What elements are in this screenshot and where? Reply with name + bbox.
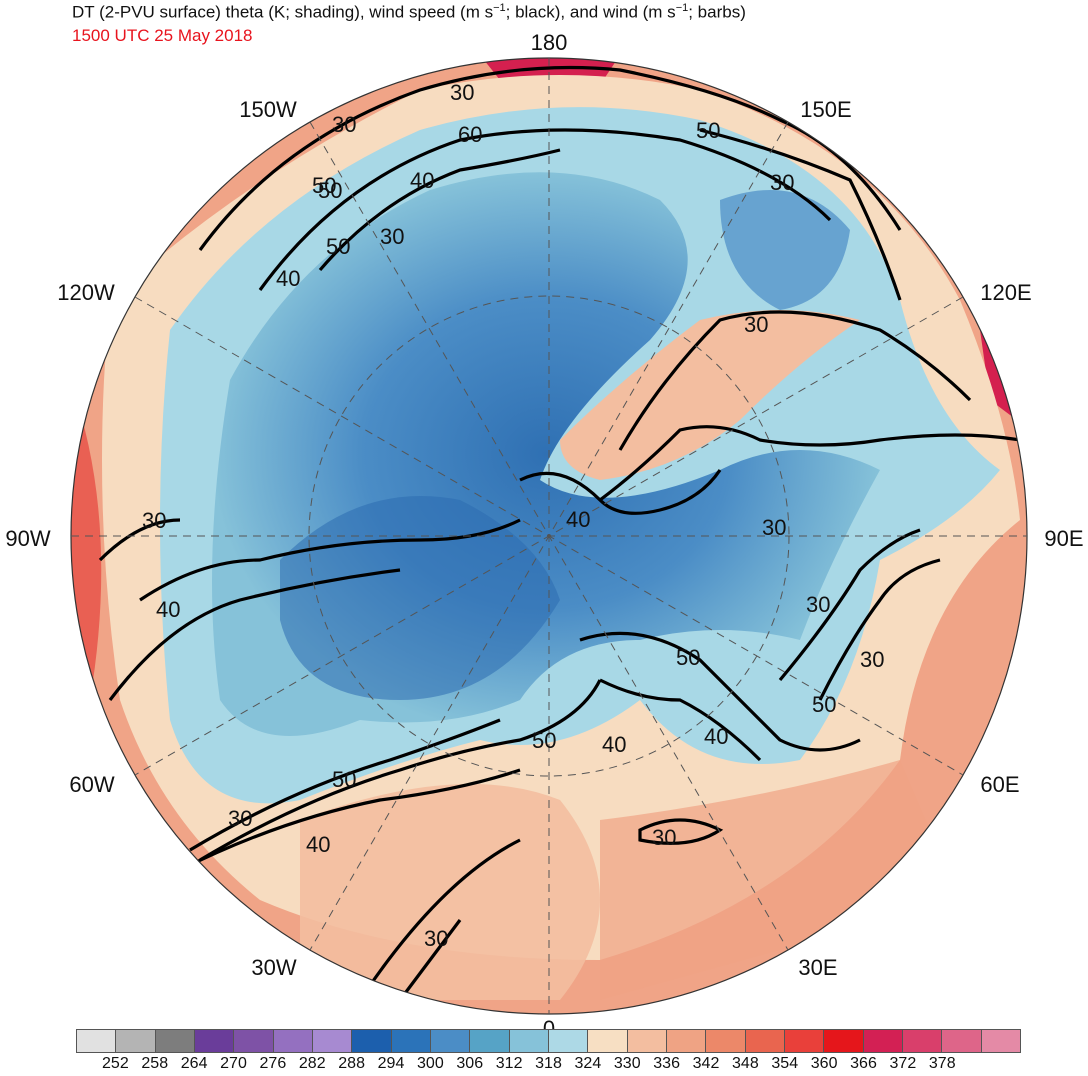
colorbar-swatch: [194, 1030, 235, 1052]
contour-label: 50: [696, 118, 720, 143]
colorbar-swatch: [745, 1030, 785, 1052]
graticule: [71, 58, 1027, 1014]
contour-label: 40: [566, 507, 590, 532]
colorbar-swatch: [470, 1030, 510, 1052]
contour-label: 30: [762, 515, 786, 540]
colorbar-tick-label: 324: [574, 1055, 602, 1072]
contour-label: 30: [332, 112, 356, 137]
contour-label: 30: [744, 312, 768, 337]
contour-label: 50: [332, 767, 356, 792]
contour-label: 50: [812, 692, 836, 717]
colorbar-tick-label: 258: [141, 1055, 169, 1072]
colorbar-swatch: [155, 1030, 195, 1052]
colorbar-swatch: [509, 1030, 549, 1052]
colorbar-tick-label: 312: [495, 1055, 523, 1072]
lon-label-90w: 90W: [5, 526, 50, 551]
colorbar-tick-label: 276: [259, 1055, 287, 1072]
colorbar-swatch: [312, 1030, 353, 1052]
colorbar-tick-label: 330: [613, 1055, 641, 1072]
colorbar-swatch: [273, 1030, 313, 1052]
lon-label-90e: 90E: [1044, 526, 1083, 551]
lon-label-60w: 60W: [69, 772, 114, 797]
colorbar-swatch: [981, 1030, 1020, 1052]
contour-label: 30: [770, 170, 794, 195]
colorbar-swatch: [942, 1030, 982, 1052]
colorbar-swatch: [784, 1030, 825, 1052]
valid-time: 1500 UTC 25 May 2018: [72, 26, 253, 45]
contour-label: 40: [306, 832, 330, 857]
contour-label: 30: [228, 806, 252, 831]
lon-label-60e: 60E: [980, 772, 1019, 797]
colorbar-swatch: [627, 1030, 667, 1052]
contour-label: 30: [806, 592, 830, 617]
lon-label-120e: 120E: [980, 280, 1031, 305]
contour-label: 30: [380, 224, 404, 249]
theta-colorbar: [76, 1029, 1021, 1053]
lon-label-180: 180: [531, 30, 568, 55]
colorbar-tick-label: 366: [850, 1055, 877, 1072]
colorbar-swatch: [548, 1030, 589, 1052]
colorbar-tick-label: 270: [220, 1055, 247, 1072]
contour-label: 50: [326, 234, 350, 259]
colorbar-swatch: [234, 1030, 274, 1052]
contour-label: 40: [410, 168, 434, 193]
colorbar-swatch: [352, 1030, 392, 1052]
contour-labels: 30 30 60 50 50 50 40 30 40 30 40 30 30 3…: [142, 80, 884, 951]
colorbar-tick-label: 342: [692, 1055, 720, 1072]
contour-label: 50: [532, 728, 556, 753]
colorbar-swatch: [824, 1030, 864, 1052]
lon-label-150e: 150E: [800, 97, 851, 122]
contour-label: 50: [318, 178, 342, 203]
lon-label-30w: 30W: [251, 955, 296, 980]
colorbar-tick-label: 264: [180, 1055, 208, 1072]
lon-label-120w: 120W: [57, 280, 115, 305]
colorbar-swatch: [116, 1030, 156, 1052]
colorbar-tick-labels: 252 258 264 270 276 282 288 294 300 306 312 318 324 3…: [76, 1055, 1021, 1075]
contour-label: 30: [424, 926, 448, 951]
contour-label: 40: [704, 724, 728, 749]
contour-label: 50: [676, 645, 700, 670]
lon-label-150w: 150W: [239, 97, 297, 122]
colorbar-tick-label: 336: [653, 1055, 680, 1072]
contour-label: 60: [458, 122, 482, 147]
colorbar-swatch: [863, 1030, 903, 1052]
colorbar-tick-label: 300: [417, 1055, 444, 1072]
colorbar-swatch: [706, 1030, 746, 1052]
contour-label: 30: [860, 647, 884, 672]
colorbar-swatch: [77, 1030, 117, 1052]
colorbar-tick-label: 354: [771, 1055, 799, 1072]
colorbar-tick-label: 348: [732, 1055, 759, 1072]
contour-label: 50: [312, 173, 336, 198]
contour-label: 30: [652, 825, 676, 850]
map-title: DT (2-PVU surface) theta (K; shading), w…: [72, 2, 746, 22]
colorbar-tick-label: 288: [338, 1055, 365, 1072]
colorbar-tick-label: 378: [928, 1055, 956, 1072]
colorbar-swatch: [902, 1030, 943, 1052]
contour-label: 40: [276, 266, 300, 291]
colorbar-tick-label: 372: [889, 1055, 917, 1072]
colorbar-swatch: [430, 1030, 471, 1052]
theta-shading: [71, 58, 1027, 1014]
colorbar-tick-label: 282: [298, 1055, 326, 1072]
colorbar-tick-label: 306: [456, 1055, 484, 1072]
contour-label: 30: [142, 508, 166, 533]
colorbar-swatch: [588, 1030, 628, 1052]
lon-label-30e: 30E: [798, 955, 837, 980]
colorbar-tick-label: 294: [377, 1055, 405, 1072]
contour-label: 40: [602, 732, 626, 757]
colorbar-swatch: [391, 1030, 431, 1052]
contour-label: 30: [450, 80, 474, 105]
colorbar-tick-label: 318: [535, 1055, 562, 1072]
colorbar-tick-label: 360: [810, 1055, 838, 1072]
colorbar-swatch: [666, 1030, 707, 1052]
contour-label: 40: [156, 597, 180, 622]
colorbar-tick-label: 252: [102, 1055, 129, 1072]
